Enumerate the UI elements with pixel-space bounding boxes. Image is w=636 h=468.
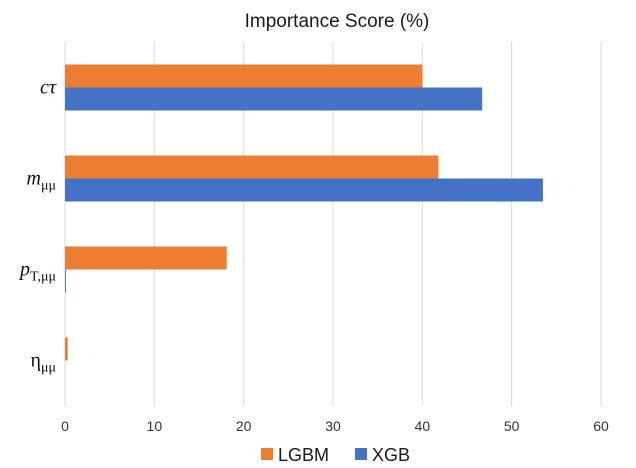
category-label-base: cτ <box>40 77 57 99</box>
category-label-base: m <box>27 168 41 190</box>
x-tick-label: 40 <box>415 418 431 434</box>
bar-xgb-1 <box>65 178 543 202</box>
bar-lgbm-2 <box>65 246 227 270</box>
bars <box>65 64 543 361</box>
category-label-base: η <box>31 350 41 372</box>
bar-lgbm-3 <box>65 337 68 361</box>
bar-lgbm-0 <box>65 64 423 88</box>
chart-title: Importance Score (%) <box>245 11 430 32</box>
category-label: mμμ <box>27 168 56 194</box>
x-tick-label: 20 <box>236 418 252 434</box>
legend-label-lgbm: LGBM <box>278 445 329 465</box>
bar-xgb-2 <box>65 269 66 293</box>
x-axis-ticks: 0 10 20 30 40 50 60 <box>61 418 609 434</box>
legend: LGBM XGB <box>261 445 410 465</box>
category-label: pT,μμ <box>18 259 56 285</box>
x-tick-label: 0 <box>61 418 69 434</box>
legend-swatch-lgbm <box>261 448 273 460</box>
category-label-subscript: μμ <box>41 179 56 194</box>
x-tick-label: 50 <box>504 418 520 434</box>
x-tick-label: 30 <box>325 418 341 434</box>
bar-xgb-0 <box>65 87 483 111</box>
bar-lgbm-1 <box>65 155 439 179</box>
category-label-base: p <box>18 259 30 281</box>
legend-label-xgb: XGB <box>372 445 410 465</box>
legend-swatch-xgb <box>355 448 367 460</box>
category-label-subscript: T,μμ <box>30 270 56 285</box>
x-tick-label: 60 <box>593 418 609 434</box>
category-label: ημμ <box>31 350 56 376</box>
category-label: cτ <box>40 77 57 99</box>
category-label-subscript: μμ <box>41 361 56 376</box>
x-tick-label: 10 <box>147 418 163 434</box>
